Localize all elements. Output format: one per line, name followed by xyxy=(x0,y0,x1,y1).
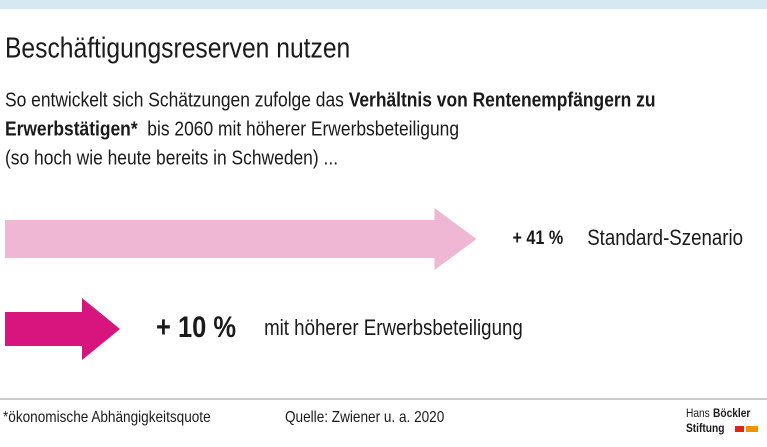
logo-block xyxy=(746,426,758,432)
subtitle-line: (so hoch wie heute bereits in Schweden) … xyxy=(5,147,338,170)
arrow xyxy=(5,208,477,270)
category-label: Standard-Szenario xyxy=(587,226,743,250)
subtitle-line: Erwerbstätigen* bis 2060 mit höherer Erw… xyxy=(5,118,459,141)
chart-title: Beschäftigungsreserven nutzen xyxy=(5,32,350,64)
value-label: + 41 % xyxy=(513,227,564,249)
logo-block xyxy=(735,426,744,432)
value-label: + 10 % xyxy=(156,310,236,343)
subtitle-line: So entwickelt sich Schätzungen zufolge d… xyxy=(5,89,655,112)
category-label: mit höherer Erwerbsbeteiligung xyxy=(264,316,523,340)
subtitle-segment: Erwerbstätigen* xyxy=(5,118,138,141)
source: Quelle: Zwiener u. a. 2020 xyxy=(285,409,444,426)
logo-text: Böckler xyxy=(713,407,751,420)
subtitle-segment: Verhältnis von Rentenempfängern zu xyxy=(349,89,656,112)
subtitle-segment: bis 2060 mit höherer Erwerbsbeteiligung xyxy=(138,118,459,141)
subtitle-segment: (so hoch wie heute bereits in Schweden) … xyxy=(5,147,338,170)
arrow xyxy=(5,298,120,360)
footnote: *ökonomische Abhängigkeitsquote xyxy=(3,409,211,426)
top-band xyxy=(0,0,767,9)
logo-text: Hans xyxy=(686,407,710,420)
subtitle-segment: So entwickelt sich Schätzungen zufolge d… xyxy=(5,89,349,112)
text-layer: Beschäftigungsreserven nutzen So entwicke… xyxy=(3,32,751,436)
logo-text: Stiftung xyxy=(686,422,725,435)
